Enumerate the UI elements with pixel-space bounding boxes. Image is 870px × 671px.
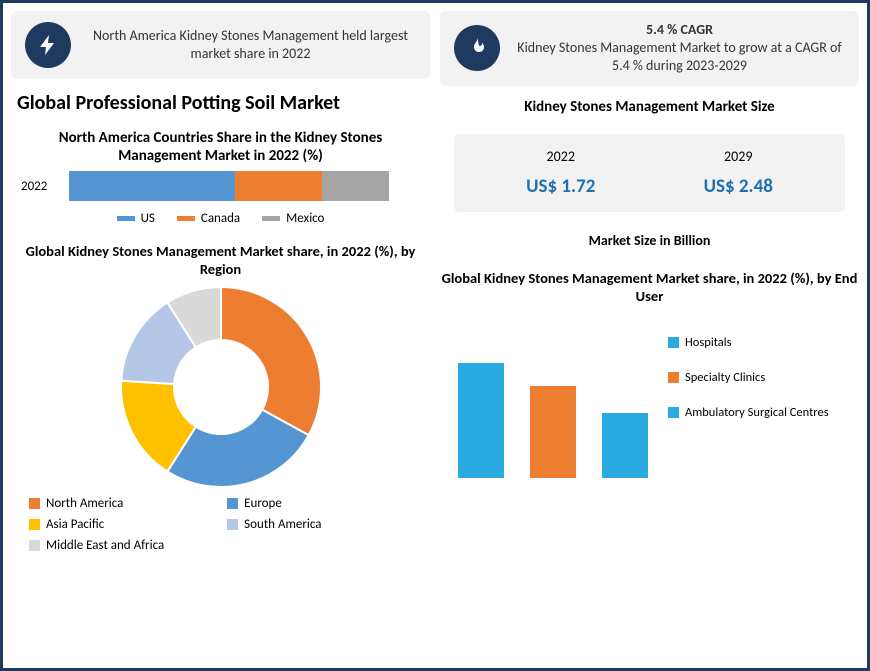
size-year-1: 2029 [724,148,752,165]
bars-title: Global Kidney Stones Management Market s… [440,269,859,305]
legend-item: Europe [227,496,403,511]
size-val-0: US$ 1.72 [526,175,595,198]
size-year-0: 2022 [547,148,575,165]
stacked-title: North America Countries Share in the Kid… [21,129,420,165]
bars-legend: Hospitals Specialty Clinics Ambulatory Sur… [668,323,829,420]
donut-legend: North America Europe Asia Pacific South Ame… [11,496,430,553]
stacked-chart: North America Countries Share in the Kid… [11,127,430,228]
flame-icon [454,25,500,71]
legend-item: Ambulatory Surgical Centres [668,405,829,420]
stacked-seg [235,171,321,201]
info-text-left: North America Kidney Stones Management h… [85,27,416,63]
legend-item: US [117,211,155,226]
right-column: 5.4 % CAGR Kidney Stones Management Mark… [440,11,859,660]
cagr-headline: 5.4 % CAGR [646,21,713,38]
stacked-seg [322,171,389,201]
info-text-right: 5.4 % CAGR Kidney Stones Management Mark… [514,21,845,76]
legend-item: Specialty Clinics [668,370,829,385]
end-user-chart: Hospitals Specialty Clinics Ambulatory Sur… [440,323,859,478]
legend-item: North America [29,496,205,511]
stacked-legend: US Canada Mexico [21,209,420,228]
donut-chart: Global Kidney Stones Management Market s… [11,236,430,553]
donut-title: Global Kidney Stones Management Market s… [11,242,430,278]
bar [530,386,576,478]
market-size-box: 2022 2029 US$ 1.72 US$ 2.48 [454,134,845,212]
stacked-bar [69,171,389,201]
info-box-left: North America Kidney Stones Management h… [11,11,430,79]
legend-item: Mexico [262,211,324,226]
cagr-text: Kidney Stones Management Market to grow … [517,39,841,74]
size-val-1: US$ 2.48 [704,175,773,198]
left-column: North America Kidney Stones Management h… [11,11,430,660]
size-title: Kidney Stones Management Market Size [440,98,859,116]
bar [602,413,648,478]
legend-item: South America [227,517,403,532]
info-box-right: 5.4 % CAGR Kidney Stones Management Mark… [440,11,859,86]
bars-container [450,323,656,478]
stacked-seg [69,171,235,201]
legend-item: Canada [177,211,240,226]
stacked-row-label: 2022 [21,179,59,194]
size-footer: Market Size in Billion [440,232,859,249]
donut [116,282,326,492]
legend-item: Asia Pacific [29,517,205,532]
bolt-icon [25,22,71,68]
bar [458,363,504,478]
legend-item: Hospitals [668,335,829,350]
main-title: Global Professional Potting Soil Market [17,91,430,115]
legend-item: Middle East and Africa [29,538,205,553]
